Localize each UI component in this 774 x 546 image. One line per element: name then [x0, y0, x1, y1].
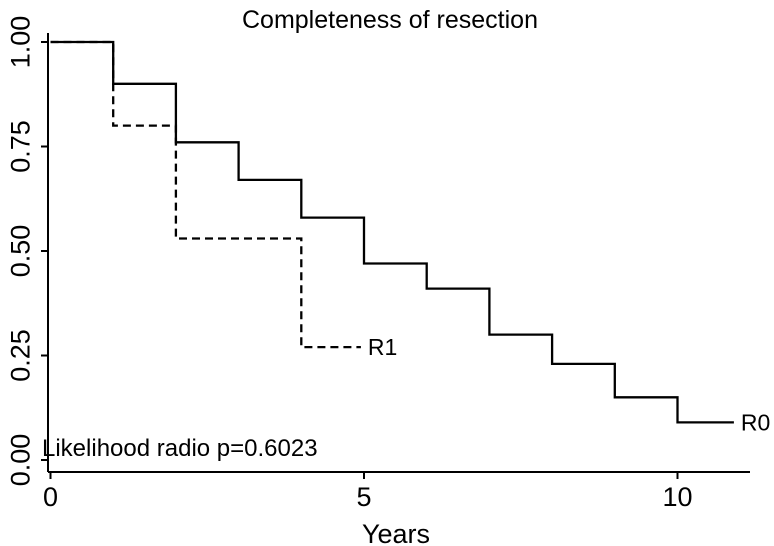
series-r0-line	[50, 40, 734, 424]
series-end-labels: R1 R0	[368, 334, 770, 435]
y-tick-label: 0.00	[5, 434, 35, 487]
x-tick-label: 10	[662, 482, 692, 512]
series-r1-line	[50, 40, 361, 349]
series-r1-label: R1	[368, 334, 397, 360]
series-r0-label: R0	[741, 409, 770, 435]
y-tick-label: 0.75	[5, 120, 35, 173]
chart-title: Completeness of resection	[242, 6, 538, 34]
x-axis-title: Years	[362, 519, 430, 546]
x-tick-label: 5	[356, 482, 371, 512]
y-tick-label: 1.00	[5, 16, 35, 69]
pvalue-annotation: Likelihood radio p=0.6023	[42, 435, 318, 462]
y-tick-label: 0.25	[5, 329, 35, 382]
survival-curves	[50, 40, 734, 424]
y-axis-ticks: 0.00 0.25 0.50 0.75 1.00	[5, 16, 48, 487]
y-tick-label: 0.50	[5, 225, 35, 278]
x-axis-ticks: 0 5 10	[43, 472, 693, 512]
x-tick-label: 0	[43, 482, 58, 512]
